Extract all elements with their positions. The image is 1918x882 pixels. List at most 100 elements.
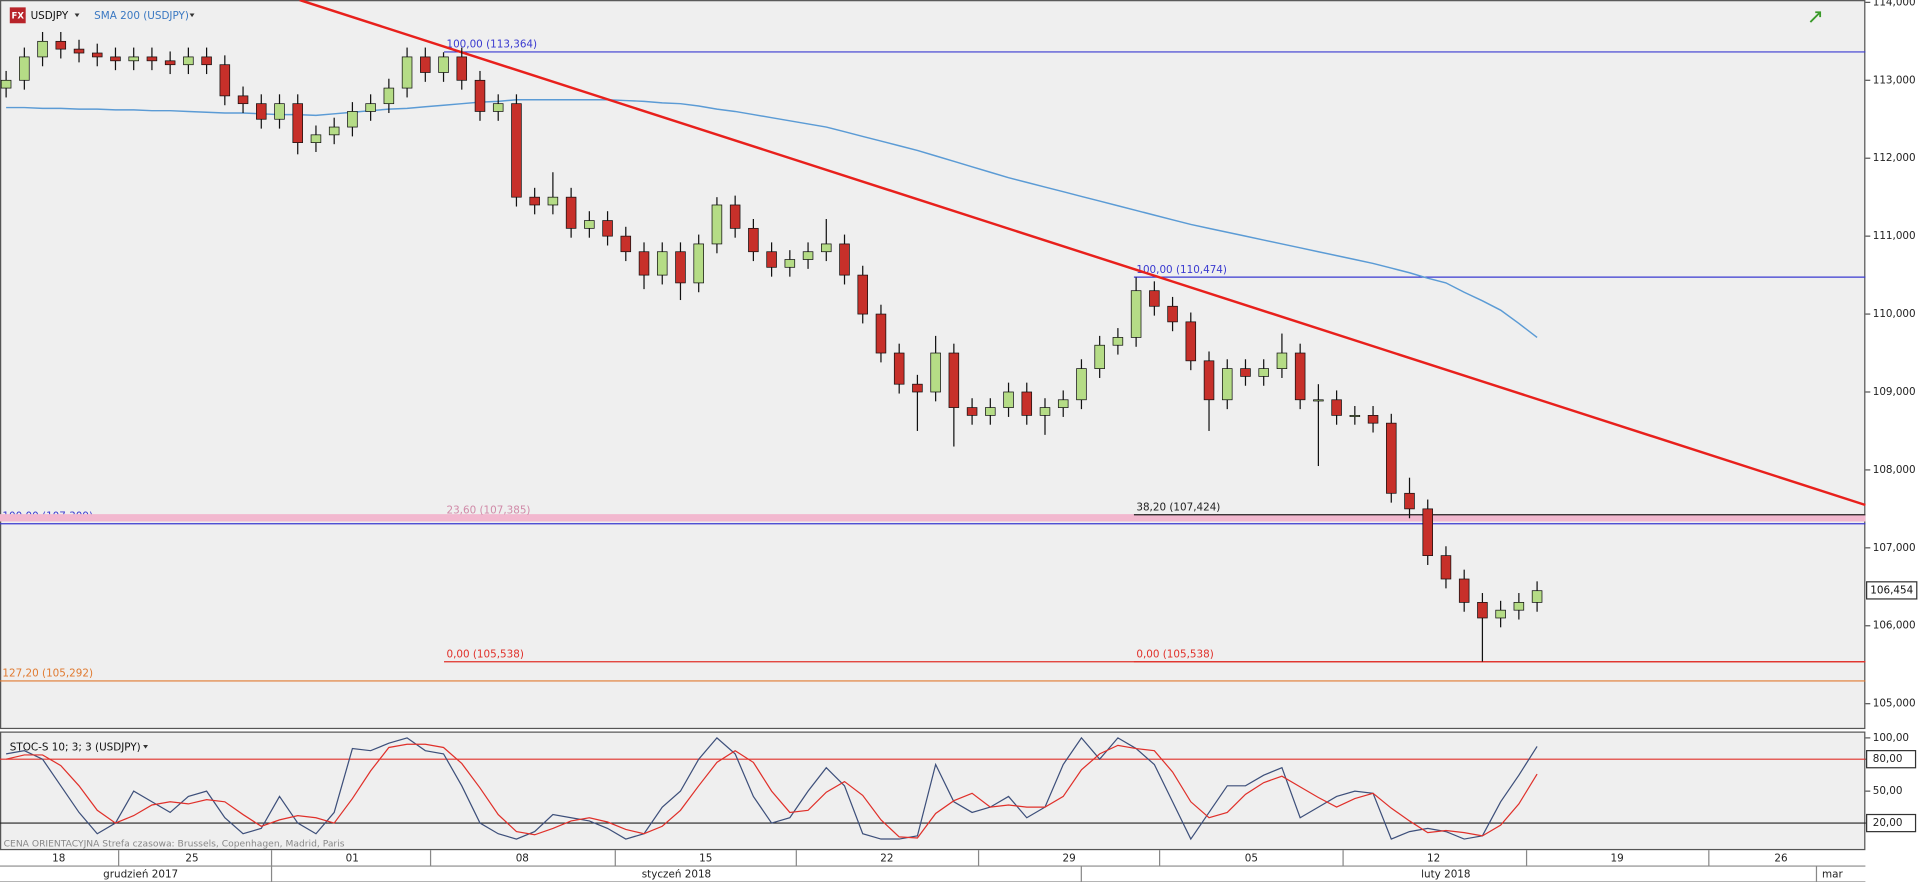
candle-body [383, 87, 395, 105]
footer-note: CENA ORIENTACYJNA Strefa czasowa: Brusse… [4, 839, 345, 850]
y-tick-label: 112,000 [1873, 152, 1916, 164]
candle-body [1185, 321, 1197, 362]
candle-body [948, 352, 960, 408]
candle-body [784, 259, 796, 268]
candle-body [237, 95, 249, 105]
symbol-icon-text: FX [12, 11, 25, 21]
candle-body [1203, 360, 1215, 401]
candle-body [893, 352, 905, 385]
candle-body [748, 227, 759, 253]
last-price-label: 106,454 [1870, 584, 1913, 596]
y-tick-label: 113,000 [1873, 74, 1916, 86]
candle-body [1477, 602, 1488, 619]
candle-body [274, 103, 285, 120]
candle-body [0, 79, 12, 89]
candle-body [711, 204, 723, 245]
indicator-panel [0, 731, 1866, 851]
candle-body [1386, 422, 1397, 494]
candle-body [1021, 391, 1033, 416]
candle-body [1240, 368, 1251, 377]
candle-body [1112, 337, 1124, 346]
tick-box [1866, 750, 1917, 769]
month-label: mar [1822, 869, 1843, 881]
candle-body [492, 103, 504, 112]
candle-body [328, 126, 340, 136]
candle-body [1276, 352, 1288, 369]
indicator-label[interactable]: STOC-S 10; 3; 3 (USDJPY) [10, 741, 141, 753]
candle-body [310, 134, 322, 143]
tool-icon[interactable] [1809, 11, 1822, 23]
candle-body [693, 243, 704, 284]
y-tick-label: 50,00 [1873, 785, 1903, 797]
level-label: 0,00 (105,538) [1136, 648, 1213, 660]
dropdown-arrow[interactable] [143, 744, 149, 749]
x-tick-label: 01 [346, 853, 359, 865]
candle-body [1294, 352, 1306, 401]
candle-body [1130, 290, 1142, 338]
candle-body [420, 56, 431, 73]
candle-body [638, 251, 650, 276]
candle-body [401, 56, 413, 89]
candle-body [347, 111, 358, 128]
x-tick-label: 26 [1774, 853, 1787, 865]
candle-body [1057, 399, 1069, 408]
candle-body [365, 103, 376, 112]
candle-body [930, 352, 941, 393]
y-tick-label: 110,000 [1873, 308, 1916, 320]
candle-body [1167, 305, 1178, 323]
symbol-label[interactable]: USDJPY [31, 10, 69, 22]
stochastic-line [5, 743, 1538, 839]
candle-body [675, 251, 686, 284]
candle-body [729, 204, 741, 229]
candle-body [511, 103, 522, 198]
candle-body [128, 56, 139, 62]
candle-body [19, 56, 30, 81]
candle-body [985, 407, 996, 416]
candle-body [966, 407, 978, 416]
candle-body [565, 196, 577, 229]
x-tick-label: 15 [699, 853, 712, 865]
y-tick-label: 100,00 [1873, 732, 1909, 744]
month-label: grudzień 2017 [103, 869, 178, 881]
candle-body [1258, 368, 1269, 377]
month-label: luty 2018 [1421, 869, 1470, 881]
candle-body [802, 251, 814, 260]
y-tick-label: 105,000 [1873, 698, 1916, 710]
candle-body [55, 40, 67, 50]
candle-body [438, 56, 449, 73]
level-label: 0,00 (105,538) [446, 648, 523, 660]
overlay-label[interactable]: SMA 200 (USDJPY) [94, 10, 189, 22]
candle-body [529, 196, 540, 206]
candle-body [256, 103, 267, 120]
candle-body [1349, 415, 1361, 417]
candle-body [1422, 508, 1433, 556]
candle-body [839, 243, 850, 276]
x-tick-label: 08 [516, 853, 529, 865]
candle-body [1513, 602, 1525, 611]
y-tick-label: 111,000 [1873, 230, 1916, 242]
candle-body [1076, 368, 1087, 401]
x-tick-label: 25 [185, 853, 198, 865]
candle-body [1003, 391, 1014, 408]
candle-body [1531, 590, 1543, 603]
candle-body [1367, 415, 1379, 424]
candle-body [183, 56, 194, 66]
trend-line [299, 0, 1866, 507]
candle-body [875, 313, 887, 354]
dropdown-arrow[interactable] [74, 13, 80, 18]
y-tick-label: 106,000 [1873, 620, 1916, 632]
y-tick-label: 80,00 [1873, 753, 1903, 765]
x-tick-label: 22 [880, 853, 893, 865]
y-tick-label: 107,000 [1873, 542, 1916, 554]
level-label: 23,60 (107,385) [446, 504, 530, 516]
candle-body [857, 274, 868, 315]
y-tick-label: 108,000 [1873, 464, 1916, 476]
level-label: 100,00 (110,474) [1136, 264, 1227, 276]
dropdown-arrow[interactable] [189, 13, 195, 18]
candle-body [620, 235, 632, 253]
candle-body [1094, 344, 1105, 369]
candle-body [164, 60, 176, 66]
candle-body [1039, 407, 1051, 416]
